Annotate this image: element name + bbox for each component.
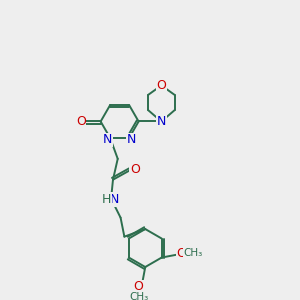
Text: N: N — [157, 115, 166, 128]
Text: N: N — [110, 193, 120, 206]
Text: CH₃: CH₃ — [129, 292, 148, 300]
Text: O: O — [134, 280, 143, 293]
Text: O: O — [157, 79, 166, 92]
Text: N: N — [126, 133, 136, 146]
Text: O: O — [177, 247, 187, 260]
Text: CH₃: CH₃ — [183, 248, 202, 258]
Text: H: H — [102, 193, 111, 206]
Text: N: N — [103, 133, 112, 146]
Text: O: O — [130, 163, 140, 176]
Text: O: O — [76, 115, 86, 128]
